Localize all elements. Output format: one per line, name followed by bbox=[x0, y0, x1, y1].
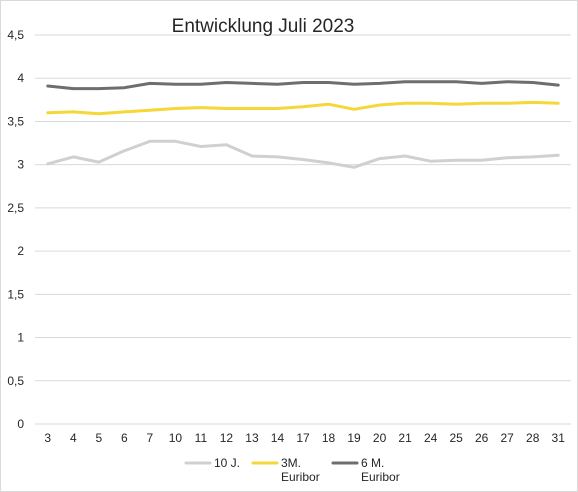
x-tick-label: 5 bbox=[95, 431, 102, 445]
x-tick-label: 14 bbox=[271, 431, 285, 445]
y-tick-label: 1,5 bbox=[7, 287, 24, 301]
y-tick-label: 3,5 bbox=[7, 114, 24, 128]
series-line bbox=[46, 100, 560, 116]
x-tick-label: 31 bbox=[552, 431, 566, 445]
series-line bbox=[46, 139, 560, 169]
y-tick-label: 4 bbox=[17, 71, 24, 85]
y-tick-label: 0,5 bbox=[7, 374, 24, 388]
x-tick-label: 12 bbox=[220, 431, 234, 445]
series-lines bbox=[46, 80, 560, 169]
x-tick-label: 27 bbox=[501, 431, 515, 445]
legend: 10 J. 3M. Euribor 6 M. Euribor bbox=[184, 456, 400, 484]
x-tick-label: 18 bbox=[322, 431, 336, 445]
y-tick-label: 1 bbox=[17, 331, 24, 345]
series-line bbox=[46, 80, 560, 91]
x-tick-label: 28 bbox=[526, 431, 540, 445]
x-tick-label: 19 bbox=[347, 431, 361, 445]
x-tick-label: 13 bbox=[245, 431, 259, 445]
y-tick-label: 0 bbox=[17, 417, 24, 431]
chart-title: Entwicklung Juli 2023 bbox=[172, 16, 355, 37]
y-tick-label: 4,5 bbox=[7, 28, 24, 42]
legend-label: 6 M. Euribor bbox=[361, 456, 400, 484]
x-tick-label: 11 bbox=[195, 431, 208, 445]
x-tick-label: 24 bbox=[424, 431, 438, 445]
x-tick-label: 10 bbox=[169, 431, 183, 445]
x-tick-label: 4 bbox=[70, 431, 77, 445]
x-tick-label: 3 bbox=[44, 431, 51, 445]
y-tick-label: 2,5 bbox=[7, 201, 24, 215]
x-tick-label: 17 bbox=[296, 431, 310, 445]
x-axis-tick-labels: 3 4 5 6 7 10 11 12 13 14 17 18 19 20 21 24 25 26 27 28 31 bbox=[44, 431, 565, 445]
legend-label: 3M. Euribor bbox=[281, 456, 320, 484]
x-tick-label: 25 bbox=[449, 431, 463, 445]
x-tick-label: 6 bbox=[121, 431, 128, 445]
y-tick-label: 3 bbox=[17, 158, 24, 172]
gridlines bbox=[35, 34, 571, 425]
x-tick-label: 21 bbox=[398, 431, 412, 445]
y-tick-label: 2 bbox=[17, 244, 24, 258]
x-tick-label: 26 bbox=[475, 431, 489, 445]
y-axis-tick-labels: 0 0,5 1 1,5 2 2,5 3 3,5 4 4,5 bbox=[7, 28, 24, 431]
x-tick-label: 20 bbox=[373, 431, 387, 445]
legend-label: 10 J. bbox=[214, 456, 240, 470]
x-tick-label: 7 bbox=[147, 431, 154, 445]
